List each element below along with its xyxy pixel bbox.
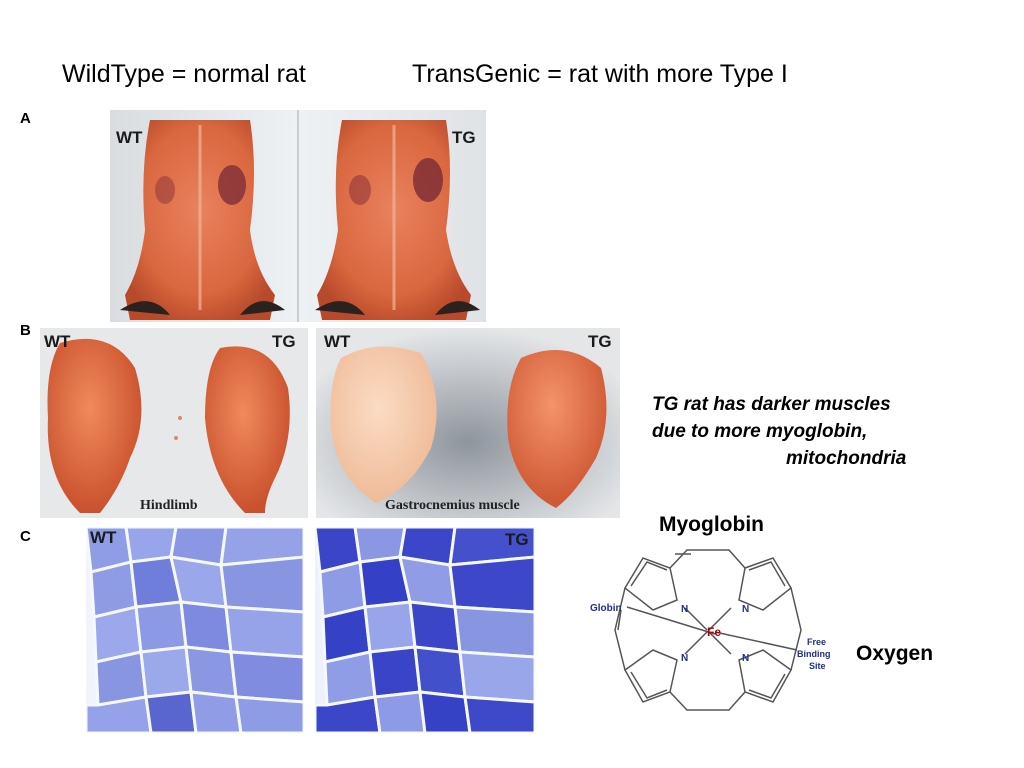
myoglobin-title: Myoglobin — [659, 513, 764, 536]
panel-a-tg-label: TG — [452, 128, 476, 147]
nitrogen-label-bl: N — [681, 653, 688, 664]
gastrocnemius-caption: Gastrocnemius muscle — [385, 498, 520, 513]
panel-b-hindlimb-tg-label: TG — [272, 332, 296, 351]
panel-a-photo — [110, 110, 486, 322]
hindlimb-caption: Hindlimb — [140, 498, 198, 513]
panel-a-letter: A — [20, 110, 31, 127]
panel-c-tg-histology — [313, 525, 537, 735]
rats-dorsal-image — [110, 110, 486, 322]
wildtype-heading: WildType = normal rat — [62, 60, 306, 88]
panel-b-letter: B — [20, 322, 31, 339]
nitrogen-label-br: N — [742, 653, 749, 664]
free-binding-site-line-3: Site — [809, 661, 826, 671]
nitrogen-label-tr: N — [742, 604, 749, 615]
panel-b-gastro-tg-label: TG — [588, 332, 612, 351]
panel-c-tg-label: TG — [505, 530, 529, 549]
transgenic-heading: TransGenic = rat with more Type I — [412, 60, 788, 88]
free-binding-site-line-2: Binding — [797, 649, 831, 659]
iron-label: Fe — [707, 625, 721, 639]
note-line-3: mitochondria — [786, 448, 907, 469]
free-binding-site-line-1: Free — [807, 637, 826, 647]
heme-structure: N N N N Fe Globin Free Binding Site — [590, 549, 831, 711]
hindlimb-image — [40, 328, 308, 518]
oxygen-label: Oxygen — [856, 642, 934, 665]
wt-histology-image — [84, 525, 306, 735]
panel-b-gastrocnemius-photo — [316, 328, 620, 518]
panel-c-wt-label: WT — [90, 528, 117, 547]
note-line-2: due to more myoglobin, — [652, 421, 868, 442]
panel-b-hindlimb-photo — [40, 328, 308, 518]
panel-a-wt-label: WT — [116, 128, 143, 147]
gastrocnemius-image — [316, 328, 620, 518]
panel-b-hindlimb-wt-label: WT — [44, 332, 71, 351]
nitrogen-label-tl: N — [681, 604, 688, 615]
globin-label: Globin — [590, 603, 622, 614]
note-line-1: TG rat has darker muscles — [652, 394, 891, 415]
heme-diagram: N N N N Fe Globin Free Binding Site — [585, 540, 845, 715]
panel-c-letter: C — [20, 528, 31, 545]
panel-c-wt-histology — [84, 525, 306, 735]
panel-b-gastro-wt-label: WT — [324, 332, 351, 351]
tg-histology-image — [313, 525, 537, 735]
